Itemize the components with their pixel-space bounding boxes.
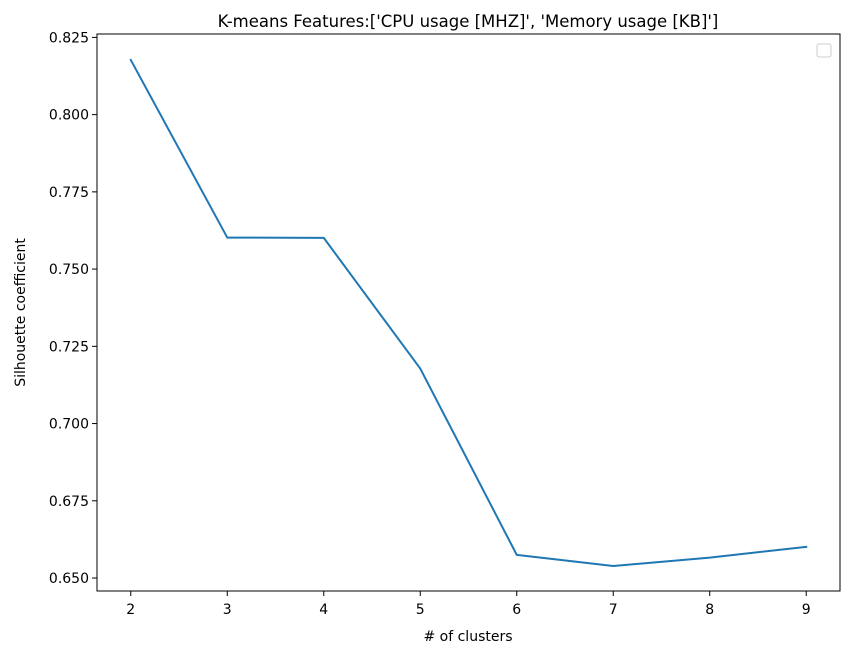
x-tick-label: 2	[126, 602, 135, 618]
y-tick-label: 0.675	[49, 494, 89, 510]
x-tick-label: 9	[802, 602, 811, 618]
legend-box	[816, 43, 832, 58]
plot-area-frame	[96, 33, 841, 592]
x-axis-label: # of clusters	[423, 629, 512, 645]
x-tick-label: 7	[609, 602, 618, 618]
x-axis-ticks: 2 3 4 5 6 7 8 9	[126, 591, 811, 618]
series-line	[129, 58, 808, 567]
y-tick-label: 0.750	[49, 262, 89, 278]
y-axis-ticks: 0.650 0.675 0.700 0.725 0.750 0.775 0.800 0.825	[49, 30, 97, 587]
y-tick-label: 0.825	[49, 30, 89, 46]
x-tick-label: 4	[319, 602, 328, 618]
y-tick-label: 0.775	[49, 185, 89, 201]
y-tick-label: 0.800	[49, 108, 89, 124]
y-tick-label: 0.725	[49, 339, 89, 355]
x-tick-label: 5	[416, 602, 425, 618]
chart-title: K-means Features:['CPU usage [MHZ]', 'Me…	[218, 12, 719, 31]
y-tick-label: 0.700	[49, 417, 89, 433]
plot-series	[129, 58, 808, 567]
y-axis-label: Silhouette coefficient	[13, 238, 29, 387]
x-tick-label: 3	[223, 602, 232, 618]
y-tick-label: 0.650	[49, 571, 89, 587]
x-tick-label: 8	[705, 602, 714, 618]
x-tick-label: 6	[512, 602, 521, 618]
